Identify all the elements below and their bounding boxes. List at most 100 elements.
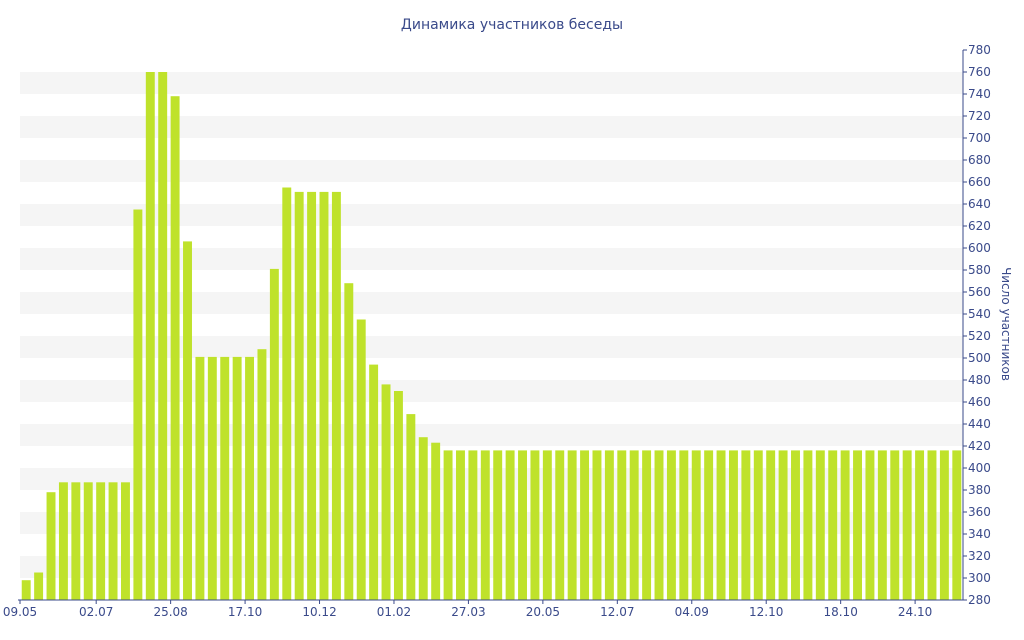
- grid-band: [20, 292, 963, 314]
- bar: [83, 482, 93, 600]
- x-tick-label: 27.03: [451, 605, 485, 619]
- grid-band: [20, 336, 963, 358]
- bar: [530, 450, 540, 600]
- grid-band: [20, 160, 963, 182]
- x-tick-label: 01.02: [377, 605, 411, 619]
- bar: [716, 450, 726, 600]
- bar: [294, 191, 304, 600]
- x-tick-label: 24.10: [898, 605, 932, 619]
- grid-band: [20, 204, 963, 226]
- bar: [766, 450, 776, 600]
- bar: [803, 450, 813, 600]
- grid-band: [20, 380, 963, 402]
- bar-series: [21, 72, 962, 600]
- bar: [555, 450, 565, 600]
- bar: [877, 450, 887, 600]
- bar: [307, 191, 317, 600]
- x-tick-label: 20.05: [526, 605, 560, 619]
- x-tick-label: 10.12: [302, 605, 336, 619]
- y-tick-label: 760: [968, 65, 991, 79]
- bar: [393, 391, 403, 600]
- bar: [815, 450, 825, 600]
- x-axis: 09.05 02.07 25.08 17.10 10.12 01.02 27.03 20.05…: [3, 599, 963, 619]
- bar: [592, 450, 602, 600]
- x-tick-label: 17.10: [228, 605, 262, 619]
- bar: [518, 450, 527, 600]
- x-tick-label: 18.10: [823, 605, 857, 619]
- bar: [331, 191, 341, 600]
- y-tick-label: 680: [968, 153, 991, 167]
- y-tick-label: 420: [968, 439, 991, 453]
- x-tick-label: 25.08: [153, 605, 187, 619]
- grid-band: [20, 424, 963, 446]
- y-tick-label: 480: [968, 373, 991, 387]
- bar: [443, 450, 453, 600]
- y-tick-label: 620: [968, 219, 991, 233]
- y-tick-label: 720: [968, 109, 991, 123]
- bar: [704, 450, 714, 600]
- y-tick-label: 320: [968, 549, 991, 563]
- y-tick-label: 700: [968, 131, 991, 145]
- background-bands: [20, 72, 963, 578]
- bar: [778, 450, 788, 600]
- bar: [890, 450, 900, 600]
- bar: [170, 96, 180, 600]
- bar: [257, 349, 267, 600]
- bar: [604, 450, 614, 600]
- chart-title: Динамика участников беседы: [401, 17, 623, 33]
- y-tick-label: 460: [968, 395, 991, 409]
- bar: [617, 450, 627, 600]
- bar: [344, 283, 354, 600]
- x-tick-label: 12.10: [749, 605, 783, 619]
- bar: [642, 450, 652, 600]
- bar: [493, 450, 503, 600]
- bar: [220, 356, 230, 600]
- bar: [319, 191, 329, 600]
- bar: [580, 450, 590, 600]
- bar: [96, 482, 106, 600]
- bar: [431, 442, 441, 600]
- bar: [58, 482, 68, 600]
- grid-band: [20, 556, 963, 578]
- bar: [269, 268, 279, 600]
- bar: [753, 450, 763, 600]
- bar: [121, 482, 130, 600]
- bar: [480, 450, 490, 600]
- y-tick-label: 520: [968, 329, 991, 343]
- bar: [828, 450, 838, 600]
- bar: [902, 450, 912, 600]
- bar: [108, 482, 118, 600]
- bar: [629, 450, 639, 600]
- bar: [158, 72, 168, 600]
- y-tick-label: 500: [968, 351, 991, 365]
- y-tick-label: 300: [968, 571, 991, 585]
- bar: [691, 450, 701, 600]
- grid-band: [20, 248, 963, 270]
- bar: [567, 450, 577, 600]
- x-tick-label: 04.09: [675, 605, 709, 619]
- bar: [195, 356, 205, 600]
- x-tick-label: 02.07: [79, 605, 113, 619]
- bar: [915, 450, 925, 600]
- y-tick-label: 380: [968, 483, 991, 497]
- bar: [741, 450, 751, 600]
- bar: [654, 450, 664, 600]
- bar: [456, 450, 465, 600]
- x-tick-label: 12.07: [600, 605, 634, 619]
- y-tick-label: 740: [968, 87, 991, 101]
- x-tick-label: 09.05: [3, 605, 37, 619]
- y-axis: 280 300 320 340 360 380 400 420 440 460 480 500 520 5…: [962, 43, 991, 607]
- grid-band: [20, 468, 963, 490]
- bar: [505, 450, 515, 600]
- bar: [418, 437, 428, 600]
- y-tick-label: 360: [968, 505, 991, 519]
- bar: [939, 450, 949, 600]
- grid-band: [20, 72, 963, 94]
- bar: [71, 482, 81, 600]
- y-tick-label: 340: [968, 527, 991, 541]
- bar: [369, 364, 379, 600]
- bar: [133, 209, 143, 600]
- y-tick-label: 640: [968, 197, 991, 211]
- bar: [853, 450, 862, 600]
